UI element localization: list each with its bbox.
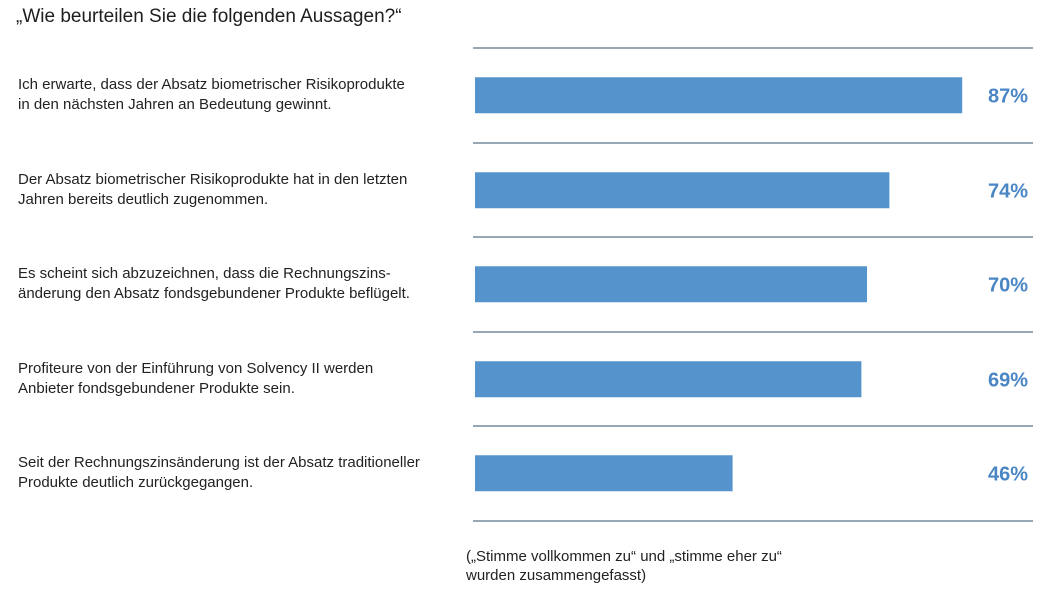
statement-label: Ich erwarte, dass der Absatz biometrisch… bbox=[18, 75, 468, 115]
footnote: („Stimme vollkommen zu“ und „stimme eher… bbox=[466, 548, 782, 584]
statement-line: Produkte deutlich zurückgegangen. bbox=[18, 474, 254, 492]
statement-label: Der Absatz biometrischer Risikoprodukte … bbox=[18, 170, 468, 210]
bar bbox=[475, 361, 862, 398]
statement-line: änderung den Absatz fondsgebundener Prod… bbox=[18, 285, 410, 303]
bar bbox=[475, 455, 733, 492]
statement-label: Profiteure von der Einführung von Solven… bbox=[18, 359, 468, 399]
value-label: 74% bbox=[988, 180, 1028, 202]
statement-line: Seit der Rechnungszinsänderung ist der A… bbox=[18, 454, 420, 472]
statement-label: Seit der Rechnungszinsänderung ist der A… bbox=[18, 453, 468, 493]
bar bbox=[475, 172, 890, 209]
statement-line: Es scheint sich abzuzeichnen, dass die R… bbox=[18, 265, 391, 283]
value-label: 70% bbox=[988, 274, 1028, 296]
statement-line: Profiteure von der Einführung von Solven… bbox=[18, 360, 374, 378]
statement-line: Jahren bereits deutlich zugenommen. bbox=[18, 191, 269, 209]
chart-title: „Wie beurteilen Sie die folgenden Aussag… bbox=[16, 6, 402, 27]
statement-label: Es scheint sich abzuzeichnen, dass die R… bbox=[18, 264, 468, 304]
statement-line: Anbieter fondsgebundener Produkte sein. bbox=[18, 380, 295, 398]
value-label: 46% bbox=[988, 463, 1028, 485]
statement-line: in den nächsten Jahren an Bedeutung gewi… bbox=[18, 96, 332, 114]
value-label: 69% bbox=[988, 369, 1028, 391]
statement-line: Ich erwarte, dass der Absatz biometrisch… bbox=[18, 76, 405, 94]
bar bbox=[475, 77, 963, 114]
statement-line: Der Absatz biometrischer Risikoprodukte … bbox=[18, 171, 408, 189]
value-label: 87% bbox=[988, 85, 1028, 107]
bar bbox=[475, 266, 867, 303]
